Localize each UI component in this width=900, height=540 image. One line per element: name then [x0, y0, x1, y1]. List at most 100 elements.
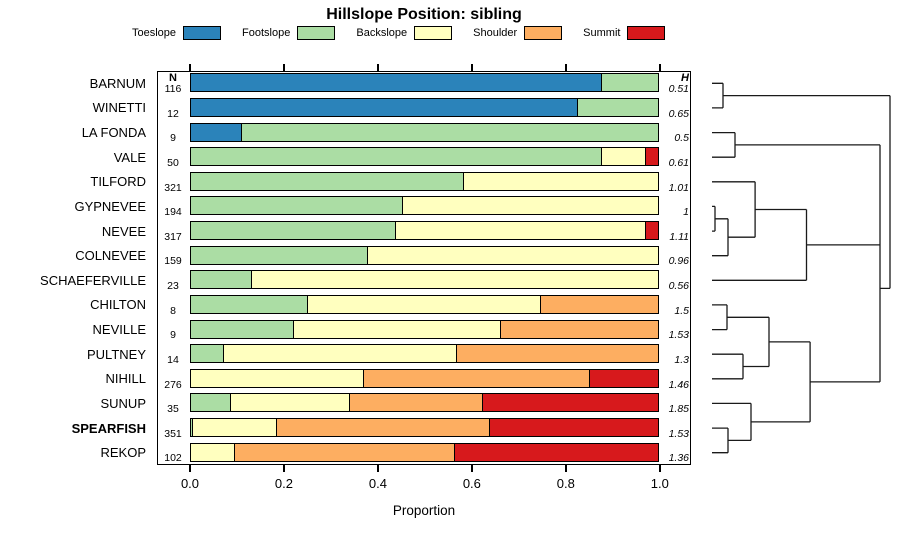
bar-segment-backslope [403, 197, 658, 215]
stacked-bar [190, 245, 659, 265]
row-label: BARNUM [89, 75, 146, 91]
axis-tick-label: 1.0 [650, 476, 669, 491]
stacked-bar [190, 368, 659, 388]
legend-label: Summit [583, 27, 621, 39]
axis-tick [283, 465, 285, 472]
legend-item-toeslope: Toeslope [132, 26, 222, 40]
axis-tick-label: 0.6 [462, 476, 481, 491]
row-label: REKOP [100, 445, 146, 461]
bar-segment-shoulder [349, 394, 483, 412]
row-n-value: 321 [158, 171, 188, 194]
stacked-bar [190, 147, 659, 167]
bar-segment-backslope [396, 222, 647, 240]
h-value: 0.96 [668, 255, 689, 268]
n-value: 35 [167, 403, 179, 416]
bar-segment-summit [590, 369, 658, 387]
bar-segment-summit [646, 222, 658, 240]
h-value: 1.36 [668, 452, 689, 465]
h-value: 0.56 [668, 280, 689, 292]
bar-segment-footslope [191, 246, 369, 264]
dendrogram-lines [712, 82, 891, 454]
bar-segment-shoulder [277, 419, 490, 437]
bar-segment-footslope [242, 123, 658, 141]
row-h-value: 1.3 [662, 343, 689, 366]
row-n-value: 194 [158, 195, 188, 218]
row-h-value: H 0.51 [662, 72, 689, 95]
row-h-value: 0.56 [662, 269, 689, 292]
stacked-bar [190, 73, 659, 93]
axis-tick [659, 63, 661, 71]
row-label: SCHAEFERVILLE [40, 272, 146, 288]
row-label: VALE [113, 149, 146, 165]
axis-tick [189, 63, 191, 71]
row-n-value: N 116 [158, 72, 188, 95]
axis-tick [189, 465, 191, 472]
row-label: NIHILL [105, 371, 146, 387]
row-n-value: 23 [158, 269, 188, 292]
bar-segment-footslope [191, 394, 231, 412]
row-n-value: 9 [158, 121, 188, 144]
bar-segment-footslope [191, 222, 397, 240]
n-column-header: N [169, 72, 177, 84]
row-label: NEVILLE [92, 322, 146, 338]
bar-segment-shoulder [235, 443, 455, 461]
n-value: 9 [170, 329, 176, 342]
legend-swatch-summit [627, 26, 666, 40]
legend-item-shoulder: Shoulder [473, 26, 563, 40]
axis-tick [377, 465, 379, 472]
bar-segment-toeslope [191, 98, 579, 116]
bar-segment-backslope [368, 246, 658, 264]
row-n-value: 8 [158, 294, 188, 317]
n-value: 159 [164, 255, 182, 268]
axis-tick [283, 63, 285, 71]
row-n-value: 14 [158, 343, 188, 366]
bar-segment-backslope [251, 271, 658, 289]
h-value: 1.3 [674, 353, 689, 366]
row-n-value: 35 [158, 392, 188, 415]
row-h-value: 1.85 [662, 392, 689, 415]
stacked-bar [190, 97, 659, 117]
bar-segment-backslope [601, 148, 647, 166]
row-label: WINETTI [92, 100, 146, 116]
legend-swatch-shoulder [524, 26, 563, 40]
bar-segment-backslope [193, 419, 278, 437]
axis-tick [659, 465, 661, 472]
axis-tick [471, 465, 473, 472]
legend: Toeslope Footslope Backslope Shoulder Summit [132, 26, 666, 40]
legend-label: Shoulder [473, 27, 518, 39]
n-value: 194 [164, 206, 182, 219]
bar-segment-backslope [464, 172, 658, 190]
row-h-value: 0.96 [662, 244, 689, 267]
stacked-bar [190, 294, 659, 314]
bar-segment-backslope [230, 394, 350, 412]
n-value: 12 [167, 107, 179, 120]
row-h-value: 1 [662, 195, 689, 218]
bar-segment-backslope [191, 443, 236, 461]
n-value: 351 [164, 427, 182, 440]
h-value: 0.51 [668, 83, 689, 95]
row-h-value: 0.61 [662, 146, 689, 169]
row-n-value: 317 [158, 220, 188, 243]
axis-tick [471, 63, 473, 71]
row-h-value: 1.53 [662, 318, 689, 341]
row-h-value: 1.53 [662, 417, 689, 440]
bar-segment-footslope [601, 74, 658, 92]
stacked-bar [190, 196, 659, 216]
bar-segment-summit [646, 148, 658, 166]
n-value: 317 [164, 230, 182, 243]
stacked-bar [190, 442, 659, 462]
row-label: TILFORD [90, 174, 146, 190]
bar-segment-backslope [293, 320, 502, 338]
axis-tick [565, 63, 567, 71]
h-value: 1.5 [674, 304, 689, 317]
row-h-value: 1.11 [662, 220, 689, 243]
n-value: 116 [164, 83, 182, 95]
x-axis-label: Proportion [392, 503, 456, 518]
stacked-bar [190, 393, 659, 413]
bar-segment-shoulder [457, 345, 658, 363]
row-h-value: 1.36 [662, 441, 689, 464]
bar-segment-footslope [578, 98, 658, 116]
h-value: 1.01 [668, 181, 689, 194]
n-value: 23 [167, 280, 179, 292]
n-value: 321 [164, 181, 182, 194]
